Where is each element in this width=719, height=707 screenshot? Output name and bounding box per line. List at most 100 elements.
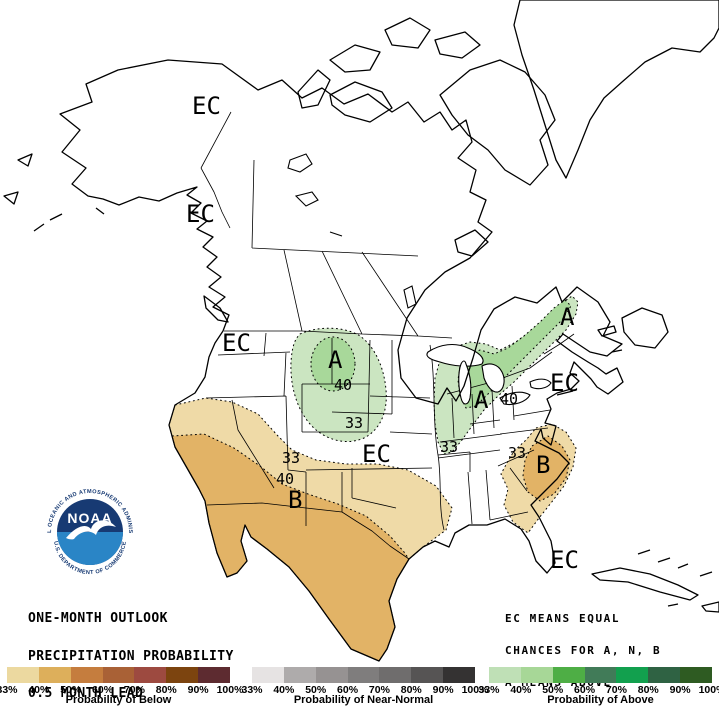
label-33-southeast: 33 <box>508 444 526 462</box>
title-line-1: ONE-MONTH OUTLOOK <box>28 611 168 626</box>
tick-label: 70% <box>368 684 390 696</box>
label-a-great-lakes: A <box>474 386 489 414</box>
above-swatch-1 <box>489 667 521 683</box>
above-swatch-4 <box>584 667 617 683</box>
colorbar-below-caption: Probability of Below <box>65 694 172 706</box>
below-swatch-4 <box>102 667 135 683</box>
label-ec-panhandle: EC <box>186 200 215 228</box>
label-33-northern-plains: 33 <box>345 414 363 432</box>
pacific-islands <box>3 153 574 396</box>
colorbar-below-ticks: 33% 40% 50% 60% 70% 80% 90% 100% <box>0 683 243 696</box>
tick-label: 50% <box>542 684 564 696</box>
us-mexico-border <box>206 502 410 560</box>
noaa-logo: NOAA NATIONAL OCEANIC AND ATMOSPHERIC AD… <box>43 485 137 579</box>
tick-label: 70% <box>123 684 145 696</box>
near-swatch-5 <box>379 667 412 683</box>
canada-borders <box>200 111 575 395</box>
label-33-southwest: 33 <box>282 449 300 467</box>
tick-label: 80% <box>400 684 422 696</box>
continent-outline <box>59 59 624 662</box>
tick-label: 40% <box>28 684 50 696</box>
title-line-3: 0.5 MONTH LEAD <box>28 686 144 701</box>
above-swatch-3 <box>552 667 585 683</box>
label-ec-florida: EC <box>550 546 579 574</box>
legend-line-1: EC MEANS EQUAL <box>505 612 621 626</box>
below-swatch-6 <box>166 667 199 683</box>
state-province-borders <box>200 111 575 560</box>
near-swatch-7 <box>443 667 476 683</box>
near-swatch-6 <box>411 667 444 683</box>
above-swatch-6 <box>648 667 681 683</box>
near-swatch-3 <box>315 667 348 683</box>
tick-label: 90% <box>669 684 691 696</box>
coastlines <box>3 0 719 662</box>
lakes <box>287 153 552 406</box>
label-b-southeast: B <box>536 451 550 479</box>
tick-label: 50% <box>305 684 327 696</box>
tick-label: 90% <box>432 684 454 696</box>
label-33-great-lakes: 33 <box>440 438 458 456</box>
tick-label: 33% <box>0 684 18 696</box>
colorbar-near-normal-caption: Probability of Near-Normal <box>293 694 434 706</box>
above-swatch-7 <box>680 667 713 683</box>
tick-label: 80% <box>637 684 659 696</box>
newfoundland-outline <box>597 307 669 353</box>
us-state-borders <box>205 332 551 531</box>
tick-label: 100% <box>216 684 244 696</box>
above-swatch-2 <box>520 667 553 683</box>
noaa-seagull-icon <box>66 520 116 540</box>
label-40-northern-plains: 40 <box>334 376 352 394</box>
below-swatch-2 <box>38 667 71 683</box>
above-swatch-5 <box>616 667 649 683</box>
lake-superior <box>426 343 484 367</box>
below-swatch-5 <box>134 667 167 683</box>
near-swatch-4 <box>347 667 380 683</box>
canadian-lakes <box>287 153 417 309</box>
colorbar-above-caption: Probability of Above <box>547 694 654 706</box>
label-a-northeast: A <box>560 303 575 331</box>
region-below-southwest-40 <box>171 433 410 662</box>
tick-label: 33% <box>241 684 263 696</box>
tick-label: 90% <box>187 684 209 696</box>
label-ec-alaska: EC <box>192 92 221 120</box>
label-ec-pacific-northwest: EC <box>222 329 251 357</box>
colorbar-below-swatches <box>7 667 231 683</box>
tick-label: 33% <box>478 684 500 696</box>
label-a-northern-plains: A <box>328 346 343 374</box>
below-swatch-3 <box>70 667 103 683</box>
colorbar-above: 33% 40% 50% 60% 70% 80% 90% 100% Probabi… <box>478 667 719 707</box>
greenland-outline <box>513 0 719 179</box>
colorbar-near-normal-ticks: 33% 40% 50% 60% 70% 80% 90% 100% <box>241 683 488 696</box>
lake-ontario <box>529 378 552 390</box>
label-ec-mid-atlantic: EC <box>550 369 579 397</box>
colorbar-near-normal: 33% 40% 50% 60% 70% 80% 90% 100% Probabi… <box>241 667 488 707</box>
noaa-acronym: NOAA <box>67 510 112 526</box>
tick-label: 60% <box>574 684 596 696</box>
tick-label: 100% <box>698 684 719 696</box>
near-swatch-2 <box>283 667 316 683</box>
below-swatch-7 <box>198 667 231 683</box>
colorbar-above-ticks: 33% 40% 50% 60% 70% 80% 90% 100% <box>478 683 719 696</box>
tick-label: 40% <box>273 684 295 696</box>
colorbar-below: 33% 40% 50% 60% 70% 80% 90% 100% Probabi… <box>0 667 243 707</box>
outlook-title-block: ONE-MONTH OUTLOOK PRECIPITATION PROBABIL… <box>28 588 234 707</box>
lake-erie <box>499 391 531 406</box>
label-40-great-lakes: 40 <box>500 390 518 408</box>
label-40-southwest: 40 <box>276 470 294 488</box>
region-above-plains-40 <box>310 336 356 392</box>
below-swatch-1 <box>7 667 39 683</box>
legend-line-2: CHANCES FOR A, N, B <box>505 643 662 657</box>
tick-label: 60% <box>337 684 359 696</box>
tick-label: 70% <box>605 684 627 696</box>
arctic-islands <box>297 17 556 257</box>
noaa-logo-sea <box>57 532 123 565</box>
tick-label: 50% <box>60 684 82 696</box>
colorbar-above-swatches <box>489 667 713 683</box>
label-ec-central-plains: EC <box>362 440 391 468</box>
tick-label: 40% <box>510 684 532 696</box>
title-line-2: PRECIPITATION PROBABILITY <box>28 648 234 664</box>
tick-label: 100% <box>461 684 489 696</box>
near-swatch-1 <box>252 667 284 683</box>
